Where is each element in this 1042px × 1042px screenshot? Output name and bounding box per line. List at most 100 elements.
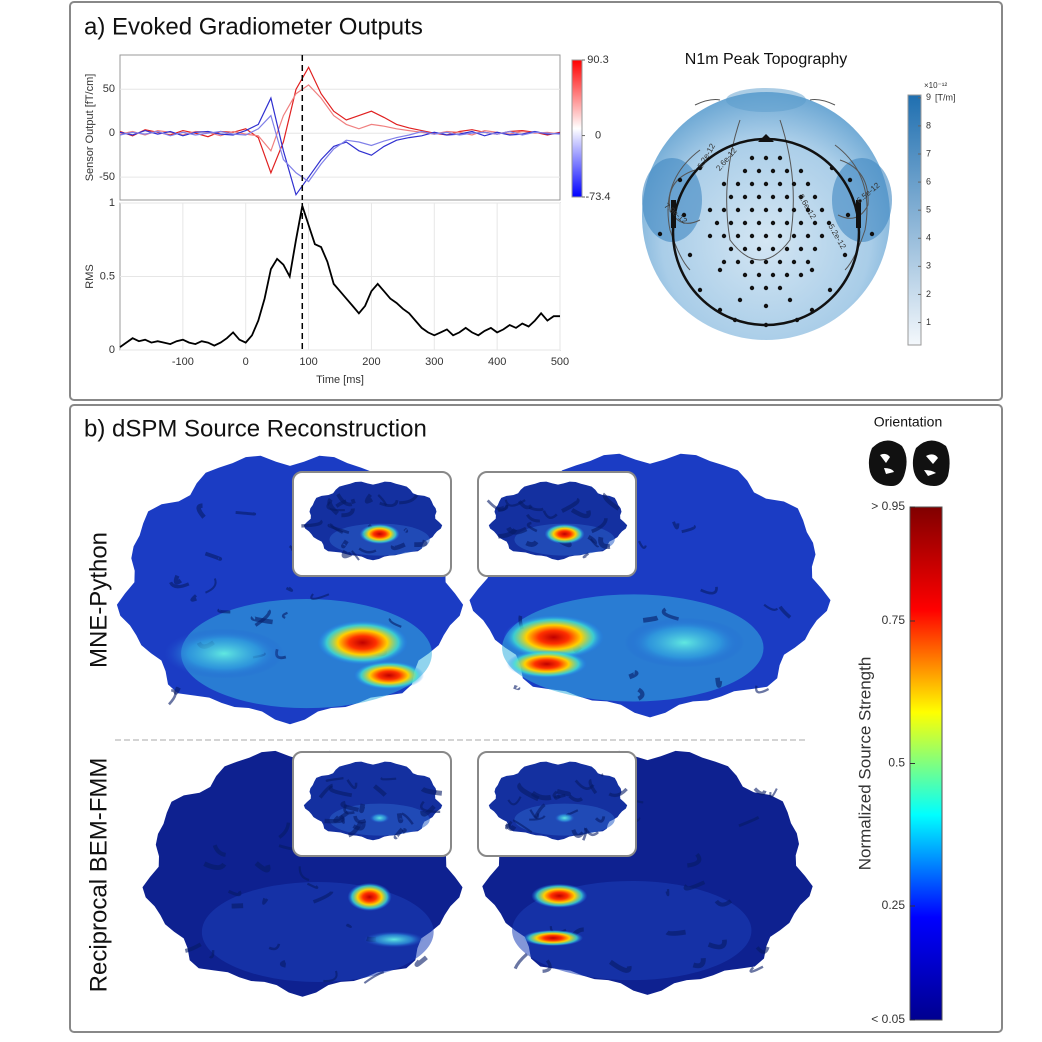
brain-sulcus	[778, 605, 792, 619]
colorbar-label: 1	[926, 317, 931, 327]
brain-sulcus	[268, 943, 281, 951]
brain-sulcus	[507, 796, 522, 806]
brain-sulcus	[692, 957, 706, 969]
data-line	[119, 84, 561, 152]
brain-sulcus	[598, 536, 611, 549]
brain-sulcus	[174, 686, 181, 695]
brain-sulcus	[526, 521, 538, 533]
sensor	[735, 181, 741, 187]
brain-sulcus	[587, 534, 598, 545]
sensor	[809, 307, 815, 313]
colorbar-label: 0.25	[882, 898, 906, 912]
brain-sulcus	[396, 812, 404, 824]
contour-line	[667, 149, 701, 271]
topomap-disk	[642, 92, 890, 340]
head-ear	[856, 200, 861, 228]
brain-sulcus	[420, 786, 443, 796]
sensor	[742, 194, 748, 200]
brain-sulcus	[353, 815, 367, 824]
sensor	[732, 317, 738, 323]
x-tick-label: 500	[551, 356, 569, 368]
brain-activation	[554, 813, 575, 823]
brain-sulcus	[318, 783, 334, 799]
sensor	[749, 233, 755, 239]
sensor	[770, 194, 776, 200]
brain-sulcus	[504, 499, 526, 507]
sensor	[687, 252, 693, 258]
y-axis-label: Sensor Output [fT/cm]	[84, 74, 96, 182]
brain-sulcus	[399, 494, 419, 505]
brain-sulcus	[278, 822, 291, 839]
plot-area	[119, 54, 561, 201]
colorbar-label: > 0.95	[871, 499, 905, 513]
sensor	[714, 220, 720, 226]
sensor	[697, 287, 703, 293]
sensor	[749, 181, 755, 187]
sensor	[784, 220, 790, 226]
brain-sulcus	[600, 773, 604, 777]
brain-sulcus	[227, 889, 242, 897]
contour-line	[694, 99, 721, 106]
colorbar-label: 6	[926, 176, 931, 186]
brain-sulcus	[327, 523, 350, 534]
brain-sulcus	[642, 615, 659, 623]
sensor	[735, 207, 741, 213]
colorbar-label: 90.3	[587, 54, 608, 66]
brain-sulcus	[714, 899, 733, 907]
brain-sulcus	[190, 594, 197, 602]
sensor	[805, 259, 811, 265]
brain-sulcus	[312, 890, 334, 904]
sensor	[784, 272, 790, 278]
y-tick-label: 1	[109, 197, 115, 209]
sensor	[809, 267, 815, 273]
brain-sulcus	[525, 540, 539, 547]
brain-sulcus	[513, 684, 521, 691]
brain-sulcus	[665, 889, 670, 897]
sensor	[770, 220, 776, 226]
sensor	[869, 231, 875, 237]
brain-sulcus	[254, 861, 271, 873]
sensor	[812, 220, 818, 226]
sensor	[819, 207, 825, 213]
brain-sulcus	[341, 508, 355, 518]
brain-sulcus	[497, 504, 509, 513]
sensor	[737, 297, 743, 303]
brain-sulcus	[205, 578, 217, 594]
brain-activation	[364, 931, 424, 948]
sensor	[770, 168, 776, 174]
sensor	[756, 220, 762, 226]
sensor	[756, 168, 762, 174]
data-line	[119, 114, 561, 183]
x-tick-label: 200	[362, 356, 380, 368]
brain-sulcus	[401, 828, 407, 834]
brain-sulcus	[665, 929, 686, 936]
sensor	[763, 207, 769, 213]
brain-sulcus	[250, 615, 273, 625]
brain-activation	[359, 524, 400, 544]
brain	[303, 761, 443, 841]
sensor	[756, 246, 762, 252]
brain-sulcus	[285, 586, 294, 592]
brain-sulcus	[561, 497, 580, 513]
sensor	[735, 233, 741, 239]
sensor	[777, 207, 783, 213]
sensor	[777, 259, 783, 265]
sensor	[756, 272, 762, 278]
sensor	[812, 246, 818, 252]
brain-activation	[523, 930, 583, 946]
brain-sulcus	[542, 510, 558, 519]
brain-sulcus	[594, 816, 606, 823]
sensor	[721, 233, 727, 239]
brain-sulcus	[517, 500, 533, 510]
brain-sulcus	[217, 608, 231, 614]
colorbar-label: 9	[926, 92, 931, 102]
colorbar-title: Normalized Source Strength	[855, 657, 874, 871]
sensor	[728, 194, 734, 200]
sensor	[827, 287, 833, 293]
brain-sulcus	[542, 959, 552, 973]
brain-sulcus	[681, 524, 696, 534]
sensor	[791, 259, 797, 265]
sensor	[721, 259, 727, 265]
y-axis-label: RMS	[84, 264, 96, 288]
sensor	[717, 307, 723, 313]
